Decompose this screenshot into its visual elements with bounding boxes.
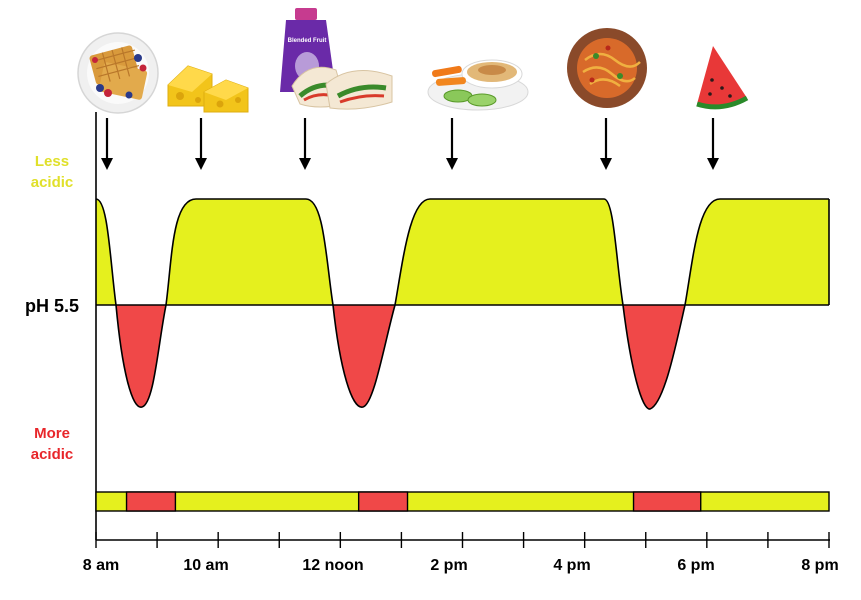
meal-arrow [195,118,207,170]
pasta-bowl-icon [567,28,647,108]
less-acidic-label-line2: acidic [31,174,74,191]
acidic-bar-segment [357,491,409,512]
x-tick-label: 8 am [83,557,119,574]
x-tick-label: 6 pm [677,557,714,574]
acidic-bar-segment [632,491,702,512]
ph-threshold-label: pH 5.5 [25,296,79,316]
less-acidic-label-line1: Less [35,153,69,170]
x-tick-label: 4 pm [553,557,590,574]
x-tick-label: 10 am [183,557,228,574]
less-acidic-bar-segment [95,491,830,512]
watermelon-icon [696,46,749,110]
waffle-plate-icon [77,32,159,114]
meal-arrow [299,118,311,170]
cheese-icon [167,65,249,113]
veggie-dip-icon [427,59,529,111]
less-acidic-area [96,199,829,410]
pouch-label: Blended Fruit [288,38,327,44]
acidic-bar-segment [125,491,177,512]
more-acidic-label-line1: More [34,425,70,442]
ph-curve [95,198,829,410]
meal-arrow [707,118,719,170]
x-tick-label: 8 pm [801,557,838,574]
pouch-wrap-icon: Blended Fruit [280,8,393,110]
more-acidic-area [116,305,685,410]
meal-arrow [101,118,113,170]
more-acidic-label-line2: acidic [31,446,74,463]
meal-arrow [600,118,612,170]
meal-arrow [446,118,458,170]
x-tick-label: 12 noon [302,557,363,574]
x-tick-label: 2 pm [430,557,467,574]
